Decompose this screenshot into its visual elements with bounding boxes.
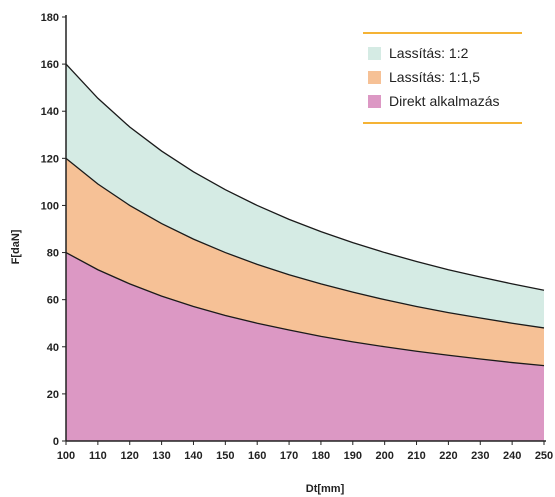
x-axis-title: Dt[mm]: [306, 483, 345, 495]
legend-swatch: [368, 71, 381, 84]
legend-label: Direkt alkalmazás: [389, 93, 499, 109]
y-tick-label: 100: [41, 200, 59, 212]
y-tick-label: 120: [41, 153, 59, 165]
x-tick-label: 220: [439, 450, 457, 462]
x-tick-label: 140: [184, 450, 202, 462]
x-tick-label: 110: [89, 450, 107, 462]
series-area-2: [66, 158, 544, 366]
y-tick-label: 0: [53, 436, 59, 448]
x-tick-label: 180: [312, 450, 330, 462]
y-tick-label: 20: [47, 389, 59, 401]
series-line-1: [65, 63, 545, 291]
x-axis-ticks: 100 110 120 130 140 150 160 170 180 190 200 210 220 2…: [57, 441, 553, 462]
x-tick-label: 160: [248, 450, 266, 462]
x-tick-label: 120: [121, 450, 139, 462]
y-axis-ticks: 0 20 40 60 80 100 120 140 160 180: [41, 12, 66, 448]
legend: Lassítás: 1:2 Lassítás: 1:1,5 Direkt alkal…: [363, 32, 522, 124]
y-tick-label: 140: [41, 106, 59, 118]
series-line-2: [65, 157, 545, 329]
x-tick-label: 210: [407, 450, 425, 462]
x-tick-label: 230: [471, 450, 489, 462]
x-tick-label: 240: [503, 450, 521, 462]
legend-label: Lassítás: 1:1,5: [389, 69, 480, 85]
legend-swatch: [368, 47, 381, 60]
area-layer: [66, 64, 544, 441]
x-tick-label: 130: [152, 450, 170, 462]
x-tick-label: 250: [535, 450, 553, 462]
y-tick-label: 160: [41, 59, 59, 71]
series-line-3: [65, 251, 545, 367]
y-tick-label: 60: [47, 295, 59, 307]
y-tick-label: 40: [47, 342, 59, 354]
legend-label: Lassítás: 1:2: [389, 45, 469, 61]
x-tick-label: 190: [344, 450, 362, 462]
y-tick-label: 80: [47, 248, 59, 260]
series-area-3: [66, 252, 544, 441]
legend-swatch: [368, 95, 381, 108]
series-area-1: [66, 64, 544, 328]
y-tick-label: 180: [41, 12, 59, 24]
x-tick-label: 100: [57, 450, 75, 462]
series-line-layer: [65, 63, 545, 367]
x-tick-label: 200: [375, 450, 393, 462]
y-axis-title: F[daN]: [10, 229, 22, 264]
axes: [65, 15, 546, 442]
x-tick-label: 150: [216, 450, 234, 462]
x-tick-label: 170: [280, 450, 298, 462]
